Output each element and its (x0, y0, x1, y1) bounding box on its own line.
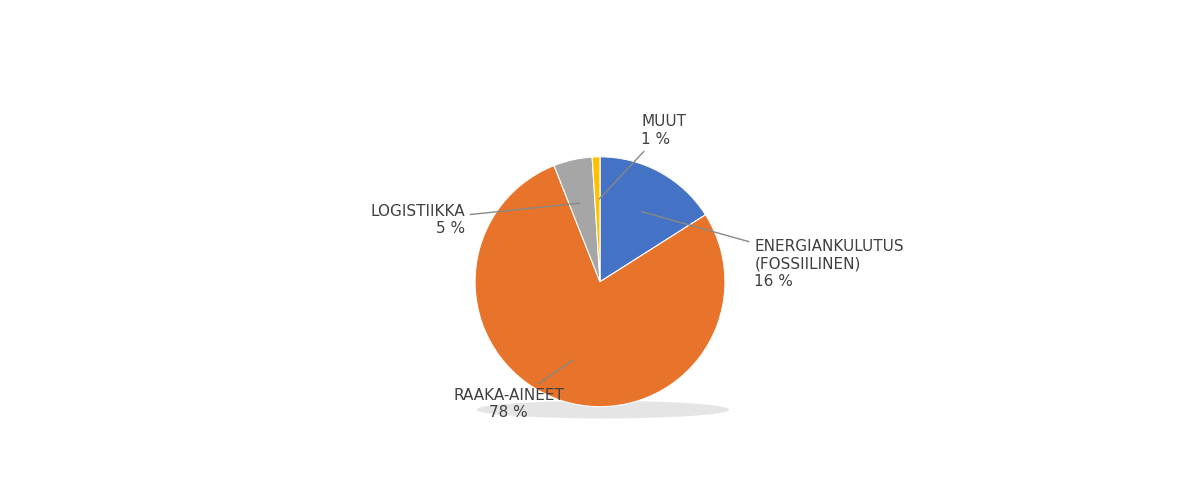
Wedge shape (554, 157, 600, 282)
Text: ENERGIANKULUTUS
(FOSSIILINEN)
16 %: ENERGIANKULUTUS (FOSSIILINEN) 16 % (642, 212, 904, 289)
Wedge shape (600, 157, 706, 282)
Text: RAAKA-AINEET
78 %: RAAKA-AINEET 78 % (454, 360, 572, 420)
Text: LOGISTIIKKA
5 %: LOGISTIIKKA 5 % (370, 203, 580, 236)
Wedge shape (592, 157, 600, 282)
Wedge shape (475, 166, 725, 407)
Ellipse shape (476, 401, 730, 418)
Text: MUUT
1 %: MUUT 1 % (599, 114, 686, 199)
